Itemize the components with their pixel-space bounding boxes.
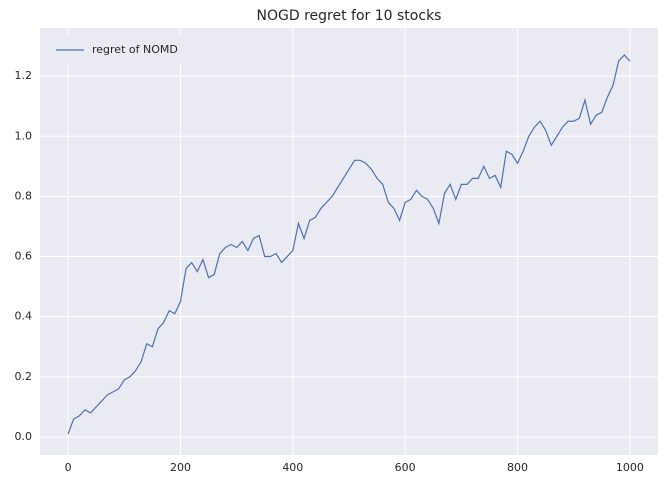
- y-tick-label: 1.0: [15, 129, 33, 142]
- x-tick-label: 200: [170, 461, 191, 474]
- data-line: [67, 54, 631, 435]
- plot-area: [40, 28, 658, 455]
- x-tick-label: 400: [282, 461, 303, 474]
- y-tick-label: 0.0: [15, 430, 33, 443]
- legend-label: regret of NOMD: [92, 43, 178, 56]
- y-tick-label: 0.2: [15, 370, 33, 383]
- chart-title: NOGD regret for 10 stocks: [257, 8, 442, 24]
- x-tick-label: 600: [395, 461, 416, 474]
- y-tick-label: 1.2: [15, 69, 33, 82]
- y-tick-label: 0.6: [15, 250, 33, 263]
- y-tick-label: 0.4: [15, 310, 33, 323]
- y-tick-label: 0.8: [15, 189, 33, 202]
- x-tick-label: 800: [507, 461, 528, 474]
- x-tick-label: 1000: [616, 461, 644, 474]
- x-tick-label: 0: [65, 461, 72, 474]
